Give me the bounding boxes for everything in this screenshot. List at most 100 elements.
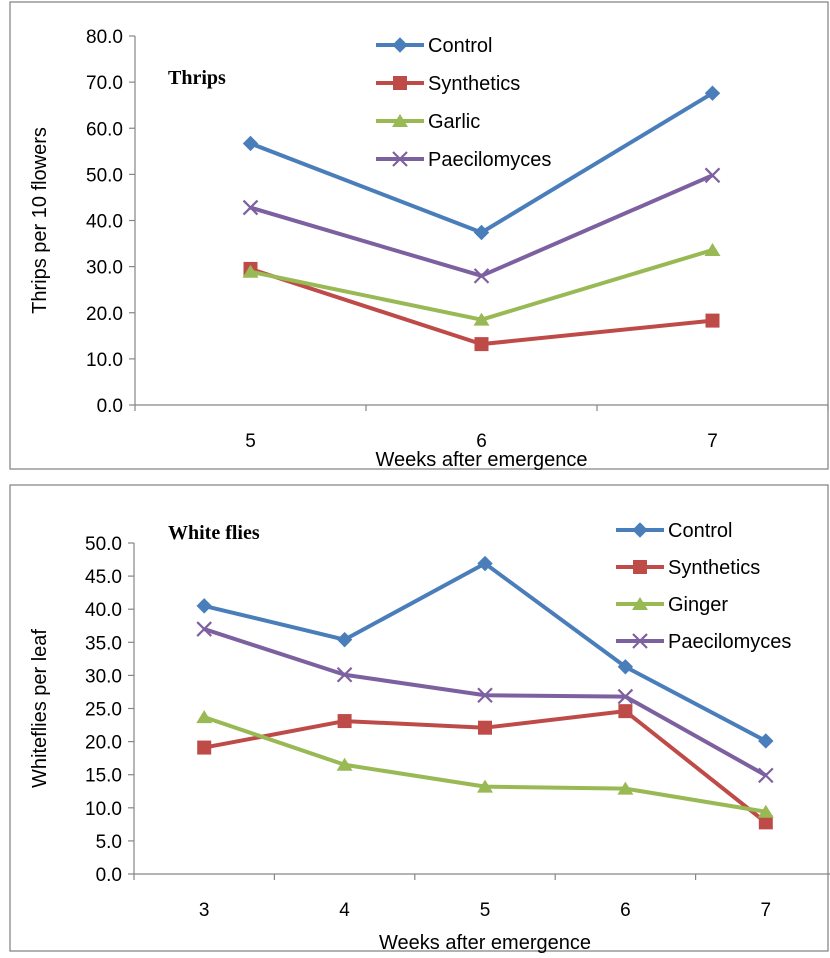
y-axis-label: Thrips per 10 flowers xyxy=(29,127,51,314)
chart-title: White flies xyxy=(168,522,260,544)
y-tick-label: 15.0 xyxy=(85,766,122,787)
x-tick-label: 7 xyxy=(707,431,718,452)
thrips-chart: 0.0 10.0 20.0 30.0 40.0 50.0 60.0 70.0 80.0 5 6 7 We… xyxy=(9,1,829,471)
data-point xyxy=(242,264,259,278)
x-tick-label: 6 xyxy=(476,431,487,452)
y-tick-label: 50.0 xyxy=(85,534,122,555)
x-axis-label: Weeks after emergence xyxy=(376,449,588,471)
y-tick-label: 80.0 xyxy=(86,27,123,48)
y-tick-label: 20.0 xyxy=(86,304,123,325)
data-point xyxy=(473,224,490,241)
data-point xyxy=(704,167,721,184)
legend-marker xyxy=(393,76,407,90)
data-point xyxy=(617,659,634,675)
data-point xyxy=(196,598,212,614)
data-point xyxy=(242,199,259,216)
y-tick-label: 0.0 xyxy=(97,396,123,417)
y-tick-label: 35.0 xyxy=(85,633,122,654)
data-point xyxy=(196,710,213,724)
y-tick-label: 30.0 xyxy=(86,258,123,279)
legend-marker xyxy=(633,560,647,574)
x-tick-label: 7 xyxy=(761,900,772,921)
series-control xyxy=(242,85,721,241)
data-point xyxy=(704,85,721,101)
y-tick-label: 25.0 xyxy=(85,700,122,721)
data-point xyxy=(705,313,720,328)
series-garlic xyxy=(242,243,721,326)
legend-label: Paecilomyces xyxy=(668,631,791,653)
y-tick-label: 40.0 xyxy=(86,212,123,233)
legend-marker xyxy=(632,597,648,610)
chart-title: Thrips xyxy=(168,67,226,89)
x-tick-label: 3 xyxy=(199,900,210,921)
x-tick-label: 4 xyxy=(339,900,350,921)
y-tick-label: 20.0 xyxy=(85,733,122,754)
y-tick-label: 70.0 xyxy=(86,73,123,94)
legend-label: Synthetics xyxy=(668,557,760,579)
chart-frame xyxy=(9,1,829,470)
data-point xyxy=(758,767,774,784)
y-tick-label: 0.0 xyxy=(96,865,122,886)
data-point xyxy=(473,312,490,326)
y-tick-label: 30.0 xyxy=(85,666,122,687)
legend-marker xyxy=(392,37,408,53)
x-axis-label: Weeks after emergence xyxy=(379,932,591,953)
whiteflies-chart-panel: 0.0 5.0 10.0 15.0 20.0 25.0 30.0 35.0 40.0 45.0 50… xyxy=(0,483,830,958)
data-point xyxy=(758,815,773,830)
y-tick-label: 10.0 xyxy=(86,350,123,371)
y-axis-label: Whiteflies per leaf xyxy=(29,629,51,788)
thrips-chart-panel: 0.0 10.0 20.0 30.0 40.0 50.0 60.0 70.0 80.0 5 6 7 We… xyxy=(0,0,830,477)
legend-label: Control xyxy=(428,35,492,57)
legend: Control Synthetics Ginger Paecilomyces xyxy=(616,520,791,653)
data-point xyxy=(478,720,492,735)
x-tick-label: 6 xyxy=(620,900,631,921)
series-line xyxy=(249,267,713,347)
data-point xyxy=(477,687,493,704)
x-tick-label: 5 xyxy=(480,900,491,921)
axes: 0.0 10.0 20.0 30.0 40.0 50.0 60.0 70.0 80.0 5 6 7 xyxy=(86,27,829,452)
legend-label: Paecilomyces xyxy=(428,149,551,171)
legend-label: Control xyxy=(668,520,732,542)
whiteflies-chart: 0.0 5.0 10.0 15.0 20.0 25.0 30.0 35.0 40.0 45.0 50… xyxy=(9,484,830,954)
data-point xyxy=(617,688,634,705)
y-tick-label: 60.0 xyxy=(86,119,123,140)
data-point xyxy=(337,714,352,729)
legend-marker xyxy=(632,633,648,649)
axes: 0.0 5.0 10.0 15.0 20.0 25.0 30.0 35.0 40.0 45.0 50… xyxy=(85,534,830,921)
series-paecilomyces xyxy=(196,621,774,784)
data-point xyxy=(336,631,353,648)
data-point xyxy=(196,621,212,637)
legend-label: Synthetics xyxy=(428,73,520,95)
data-point xyxy=(197,740,212,755)
series-line xyxy=(250,248,714,322)
data-point xyxy=(473,268,490,284)
data-point xyxy=(242,135,259,152)
data-point xyxy=(336,666,353,683)
data-point xyxy=(704,243,721,257)
data-point xyxy=(336,757,353,771)
data-point xyxy=(477,779,493,793)
y-tick-label: 50.0 xyxy=(86,165,123,186)
y-tick-label: 40.0 xyxy=(85,600,122,621)
chart-frame xyxy=(9,484,829,952)
y-tick-label: 10.0 xyxy=(85,799,122,820)
data-point xyxy=(617,781,634,795)
data-point xyxy=(757,804,774,818)
x-tick-label: 5 xyxy=(245,431,256,452)
data-point xyxy=(618,704,633,719)
data-point xyxy=(758,733,774,749)
series-control xyxy=(196,555,774,749)
legend-label: Ginger xyxy=(668,594,728,616)
data-point xyxy=(477,555,493,572)
legend: Control Synthetics Garlic Paecilomyces xyxy=(376,35,551,171)
series-paecilomyces xyxy=(242,167,721,284)
y-tick-label: 5.0 xyxy=(96,832,122,853)
legend-marker xyxy=(392,151,408,167)
series-ginger xyxy=(196,710,774,818)
legend-label: Garlic xyxy=(428,111,480,133)
data-point xyxy=(474,337,489,352)
series-synthetics xyxy=(197,704,773,830)
y-tick-label: 45.0 xyxy=(85,567,122,588)
legend-marker xyxy=(632,522,648,538)
legend-marker xyxy=(392,114,408,127)
